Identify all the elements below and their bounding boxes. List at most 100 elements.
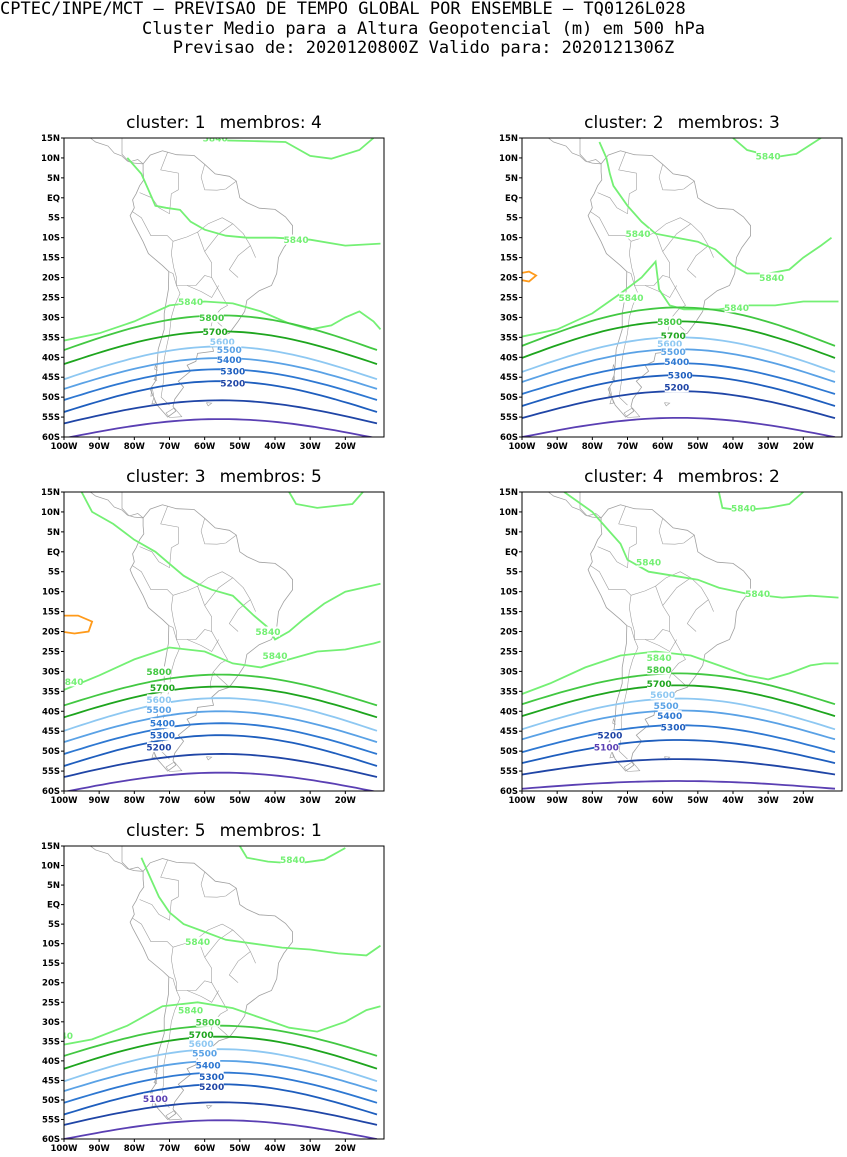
contour-label-bg	[217, 344, 242, 355]
contour-label-bg	[745, 588, 770, 599]
contour-label-bg	[731, 502, 756, 513]
lat-label: 5S	[48, 920, 60, 930]
contour-label: 5300	[150, 732, 175, 742]
contour-5840-south	[64, 640, 381, 691]
contour-label-bg	[199, 312, 224, 323]
island-outline	[206, 756, 213, 761]
lat-label: 45S	[500, 727, 518, 737]
panel-2-cluster: 2	[652, 113, 664, 133]
lat-label: 25S	[500, 647, 518, 657]
contour-label-bg	[64, 676, 84, 687]
contour-label-bg	[196, 1059, 221, 1070]
lon-label: 60W	[194, 1144, 216, 1154]
contour-label-bg	[189, 1029, 214, 1040]
lat-label: EQ	[505, 194, 518, 204]
lat-label: 10N	[41, 508, 60, 518]
contour-label-bg	[203, 138, 228, 143]
contour-label-bg	[146, 742, 171, 753]
country-border	[132, 565, 174, 596]
lon-label: 100W	[50, 442, 78, 452]
contour-label-bg	[199, 1081, 224, 1092]
lat-label: 30S	[42, 1018, 60, 1028]
contour-label-bg	[619, 292, 644, 303]
contour-5600	[522, 697, 836, 731]
contour-label: 5500	[192, 1050, 217, 1060]
country-border	[655, 217, 714, 258]
lat-label: 10S	[500, 588, 518, 598]
lat-label: 55S	[500, 413, 518, 423]
lat-label: 50S	[42, 393, 60, 403]
lon-label: 90W	[89, 442, 111, 452]
contour-5840-north	[563, 492, 839, 599]
panel-5-membros: 1	[311, 821, 322, 841]
contour-label-bg	[189, 1038, 214, 1049]
lat-label: 60S	[42, 1135, 60, 1145]
contour-label-bg	[255, 626, 280, 637]
country-border	[686, 245, 709, 278]
island-outline	[609, 397, 614, 405]
contour-5800	[522, 672, 836, 706]
lat-label: 25S	[42, 293, 60, 303]
lat-label: 5S	[48, 214, 60, 224]
contour-5600	[64, 697, 378, 732]
contour-label-bg	[150, 718, 175, 729]
country-border	[200, 518, 237, 545]
country-border	[628, 595, 670, 640]
country-border	[630, 231, 686, 332]
contour-label: 5840	[262, 652, 287, 662]
lat-label: EQ	[47, 901, 60, 911]
contour-label-bg	[647, 678, 672, 689]
contour-label-bg	[636, 556, 661, 567]
panel-5-cluster: 5	[194, 821, 206, 841]
contour-label: 5800	[199, 314, 224, 324]
contour-5880	[522, 270, 538, 283]
coastline	[129, 504, 293, 772]
contour-label: 5840	[203, 135, 228, 145]
island-outline	[609, 751, 614, 759]
contour-label: 5840	[280, 856, 305, 866]
contour-label: 5400	[217, 356, 242, 366]
contour-label-bg	[759, 272, 784, 283]
contour-label-bg	[64, 1030, 73, 1041]
coastline-caribbean	[121, 846, 144, 872]
lat-label: 10N	[41, 154, 60, 164]
contour-label-bg	[199, 1071, 224, 1082]
contour-label: 5840	[756, 152, 781, 162]
country-border	[139, 505, 179, 569]
contour-label: 5840	[731, 504, 756, 514]
lon-label: 100W	[508, 796, 536, 806]
lat-label: 55S	[42, 413, 60, 423]
contour-label: 5840	[618, 294, 643, 304]
contour-label: 5300	[199, 1073, 224, 1083]
lon-label: 60W	[194, 796, 216, 806]
lat-label: 10S	[42, 588, 60, 598]
contour-label-bg	[661, 722, 686, 733]
lon-label: 30W	[300, 442, 322, 452]
contour-label: 5600	[189, 1040, 214, 1050]
contour-label: 5700	[661, 332, 686, 342]
coastline-caribbean	[579, 492, 602, 519]
panel-3-cluster: 3	[194, 467, 206, 487]
panel-3-title: cluster: 3 membros: 5	[126, 467, 322, 487]
island-outline	[150, 387, 155, 397]
lat-label: 35S	[500, 687, 518, 697]
contour-label: 5840	[284, 236, 309, 246]
contour-label-bg	[143, 1093, 168, 1104]
contour-5840-north	[80, 492, 381, 641]
contour-label-bg	[657, 338, 682, 349]
country-border	[228, 599, 251, 632]
contour-label: 5600	[650, 691, 675, 701]
contour-label: 5500	[217, 346, 242, 356]
contour-label: 5840	[626, 230, 651, 240]
map-frame	[63, 491, 385, 792]
lat-label: 60S	[500, 433, 518, 443]
lon-label: 80W	[124, 1144, 146, 1154]
panel-4-membros: 2	[769, 467, 780, 487]
contour-label: 5500	[654, 702, 679, 712]
contour-5200	[522, 758, 836, 776]
lat-label: 40S	[42, 707, 60, 717]
lat-label: 15S	[42, 608, 60, 618]
contour-5200	[64, 752, 378, 778]
